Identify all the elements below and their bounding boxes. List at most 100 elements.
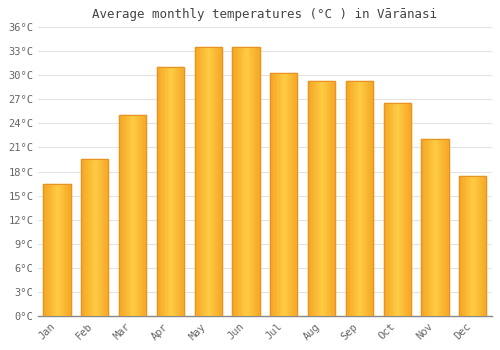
Bar bbox=[258, 47, 260, 316]
Bar bbox=[157, 67, 158, 316]
Bar bbox=[248, 47, 249, 316]
Bar bbox=[172, 67, 173, 316]
Bar bbox=[290, 72, 292, 316]
Bar bbox=[384, 103, 385, 316]
Bar bbox=[232, 47, 234, 316]
Bar bbox=[130, 115, 132, 316]
Bar bbox=[92, 160, 94, 316]
Bar bbox=[443, 139, 444, 316]
Bar bbox=[134, 115, 136, 316]
Bar bbox=[99, 160, 100, 316]
Bar bbox=[138, 115, 140, 316]
Bar bbox=[106, 160, 107, 316]
Bar bbox=[358, 80, 360, 316]
Bar bbox=[236, 47, 238, 316]
Bar bbox=[312, 80, 314, 316]
Bar bbox=[464, 176, 466, 316]
Bar bbox=[481, 176, 482, 316]
Bar bbox=[476, 176, 477, 316]
Bar bbox=[96, 160, 98, 316]
Bar bbox=[288, 72, 290, 316]
Bar bbox=[281, 72, 282, 316]
Bar bbox=[208, 47, 210, 316]
Bar bbox=[238, 47, 239, 316]
Bar bbox=[314, 80, 315, 316]
Bar bbox=[270, 72, 297, 316]
Bar bbox=[324, 80, 326, 316]
Bar bbox=[294, 72, 296, 316]
Bar bbox=[432, 139, 434, 316]
Bar bbox=[46, 184, 48, 316]
Bar bbox=[140, 115, 141, 316]
Bar bbox=[119, 115, 146, 316]
Bar bbox=[388, 103, 389, 316]
Bar bbox=[364, 80, 365, 316]
Bar bbox=[178, 67, 180, 316]
Bar bbox=[362, 80, 364, 316]
Bar bbox=[120, 115, 122, 316]
Bar bbox=[44, 184, 70, 316]
Bar bbox=[365, 80, 366, 316]
Bar bbox=[119, 115, 120, 316]
Bar bbox=[45, 184, 46, 316]
Bar bbox=[234, 47, 235, 316]
Bar bbox=[270, 72, 297, 316]
Bar bbox=[427, 139, 428, 316]
Bar bbox=[232, 47, 260, 316]
Bar bbox=[472, 176, 473, 316]
Bar bbox=[468, 176, 470, 316]
Bar bbox=[282, 72, 284, 316]
Bar bbox=[211, 47, 212, 316]
Bar bbox=[346, 80, 373, 316]
Bar bbox=[270, 72, 272, 316]
Bar bbox=[369, 80, 370, 316]
Bar bbox=[466, 176, 468, 316]
Bar bbox=[50, 184, 51, 316]
Bar bbox=[390, 103, 392, 316]
Bar bbox=[315, 80, 316, 316]
Bar bbox=[240, 47, 242, 316]
Bar bbox=[239, 47, 240, 316]
Bar bbox=[408, 103, 410, 316]
Title: Average monthly temperatures (°C ) in Vārānasi: Average monthly temperatures (°C ) in Vā… bbox=[92, 8, 438, 21]
Bar bbox=[308, 80, 335, 316]
Bar bbox=[286, 72, 288, 316]
Bar bbox=[103, 160, 104, 316]
Bar bbox=[252, 47, 253, 316]
Bar bbox=[173, 67, 174, 316]
Bar bbox=[478, 176, 480, 316]
Bar bbox=[319, 80, 320, 316]
Bar bbox=[439, 139, 440, 316]
Bar bbox=[484, 176, 485, 316]
Bar bbox=[473, 176, 474, 316]
Bar bbox=[44, 184, 70, 316]
Bar bbox=[470, 176, 472, 316]
Bar bbox=[360, 80, 361, 316]
Bar bbox=[180, 67, 182, 316]
Bar bbox=[331, 80, 332, 316]
Bar bbox=[68, 184, 70, 316]
Bar bbox=[250, 47, 252, 316]
Bar bbox=[214, 47, 215, 316]
Bar bbox=[144, 115, 145, 316]
Bar bbox=[198, 47, 200, 316]
Bar bbox=[98, 160, 99, 316]
Bar bbox=[410, 103, 411, 316]
Bar bbox=[100, 160, 102, 316]
Bar bbox=[256, 47, 257, 316]
Bar bbox=[308, 80, 310, 316]
Bar bbox=[296, 72, 298, 316]
Bar bbox=[462, 176, 463, 316]
Bar bbox=[400, 103, 402, 316]
Bar bbox=[435, 139, 436, 316]
Bar bbox=[274, 72, 276, 316]
Bar bbox=[370, 80, 372, 316]
Bar bbox=[393, 103, 394, 316]
Bar bbox=[310, 80, 312, 316]
Bar bbox=[346, 80, 347, 316]
Bar bbox=[322, 80, 323, 316]
Bar bbox=[249, 47, 250, 316]
Bar bbox=[280, 72, 281, 316]
Bar bbox=[212, 47, 214, 316]
Bar bbox=[107, 160, 108, 316]
